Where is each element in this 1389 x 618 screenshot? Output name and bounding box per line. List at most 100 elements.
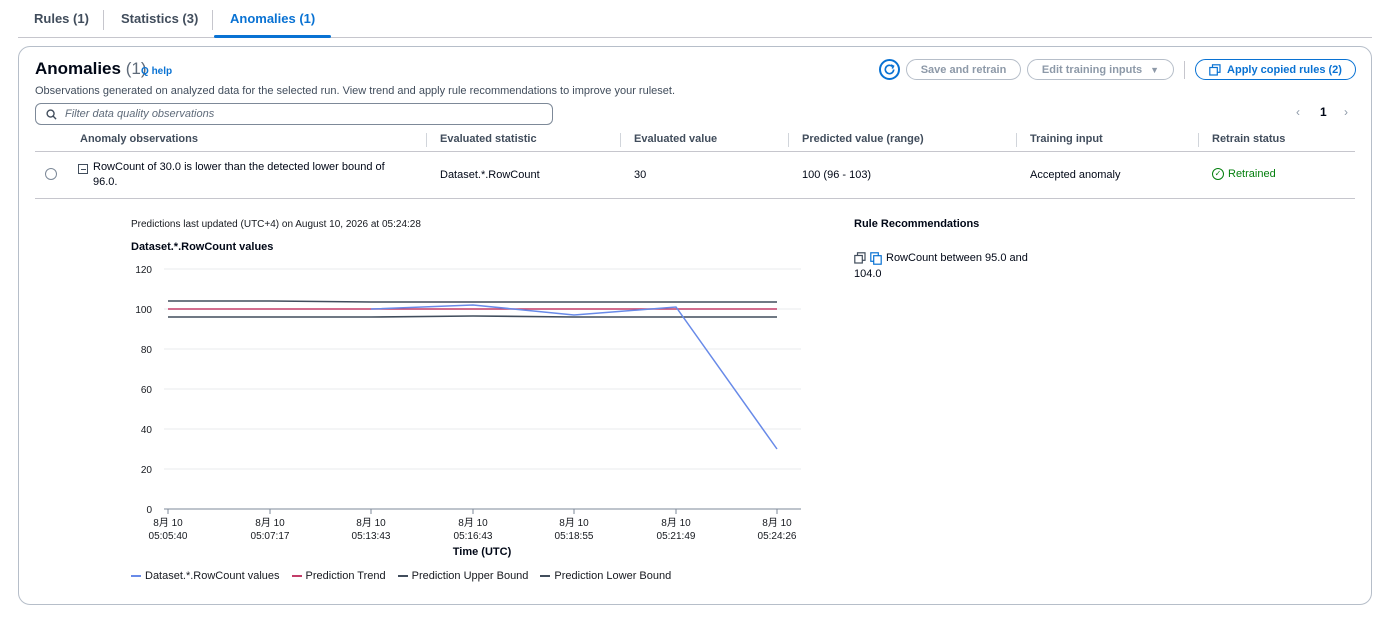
page-number[interactable]: 1 xyxy=(1320,105,1327,119)
legend-item[interactable]: Prediction Lower Bound xyxy=(540,570,671,582)
observation-line: 96.0. xyxy=(93,176,118,188)
edit-training-inputs-dropdown[interactable]: Edit training inputs ▼ xyxy=(1027,59,1174,80)
save-and-retrain-label: Save and retrain xyxy=(920,63,1007,76)
x-tick-label: 8月 10 xyxy=(762,517,792,529)
refresh-button[interactable] xyxy=(879,59,900,80)
chart-legend: Dataset.*.RowCount values Prediction Tren… xyxy=(131,570,671,582)
legend-item[interactable]: Prediction Trend xyxy=(291,570,386,582)
x-tick-label: 05:07:17 xyxy=(251,531,290,542)
column-divider xyxy=(1016,133,1017,147)
legend-label: Prediction Trend xyxy=(305,570,386,582)
tab-bar: Rules (1) Statistics (3) Anomalies (1) xyxy=(18,0,1372,38)
column-divider xyxy=(426,133,427,147)
q-icon: Q xyxy=(141,66,149,77)
y-tick-label: 80 xyxy=(141,345,153,356)
legend-swatch xyxy=(540,575,551,577)
column-header[interactable]: Evaluated statistic xyxy=(440,133,537,145)
edit-training-inputs-label: Edit training inputs xyxy=(1041,63,1143,76)
search-input[interactable] xyxy=(65,108,505,120)
retrain-status: ✓ Retrained xyxy=(1212,168,1276,180)
rule-text: RowCount between 95.0 and 104.0 xyxy=(854,252,1028,280)
rule-recommendation: RowCount between 95.0 and 104.0 xyxy=(854,250,1054,282)
y-tick-label: 100 xyxy=(135,305,152,316)
column-header[interactable]: Training input xyxy=(1030,133,1103,145)
x-tick-label: 05:16:43 xyxy=(454,531,493,542)
rule-recommendations-title: Rule Recommendations xyxy=(854,218,980,230)
y-tick-label: 20 xyxy=(141,465,153,476)
observation-line: RowCount of 30.0 is lower than the detec… xyxy=(93,161,385,173)
tab-statistics[interactable]: Statistics (3) xyxy=(121,11,199,26)
anomaly-observation: RowCount of 30.0 is lower than the detec… xyxy=(93,160,385,190)
x-tick-label: 8月 10 xyxy=(255,517,285,529)
y-tick-label: 60 xyxy=(141,385,153,396)
predicted-value: 100 (96 - 103) xyxy=(802,169,872,181)
copy-icon xyxy=(1209,63,1221,76)
legend-label: Dataset.*.RowCount values xyxy=(145,570,280,582)
info-link[interactable]: Q help xyxy=(141,66,172,77)
retrain-status-label: Retrained xyxy=(1228,168,1276,180)
legend-swatch xyxy=(131,575,141,577)
x-tick-label: 8月 10 xyxy=(559,517,589,529)
column-divider xyxy=(1198,133,1199,147)
prediction-timestamp: Predictions last updated (UTC+4) on Augu… xyxy=(131,219,421,230)
row-select-radio[interactable] xyxy=(45,168,57,180)
x-tick-label: 05:18:55 xyxy=(555,531,594,542)
x-tick-label: 8月 10 xyxy=(458,517,488,529)
legend-swatch xyxy=(397,575,408,577)
column-divider xyxy=(620,133,621,147)
tab-divider xyxy=(103,10,104,30)
x-tick-label: 8月 10 xyxy=(356,517,386,529)
copied-icon[interactable] xyxy=(870,251,882,265)
legend-label: Prediction Upper Bound xyxy=(411,570,529,582)
tab-rules[interactable]: Rules (1) xyxy=(34,11,89,26)
apply-copied-rules-button[interactable]: Apply copied rules (2) xyxy=(1195,59,1356,80)
header-divider xyxy=(35,151,1355,152)
anomalies-panel: Anomalies (1) Q help Observations genera… xyxy=(18,46,1372,605)
title-count: (1) xyxy=(125,59,147,78)
legend-item[interactable]: Dataset.*.RowCount values xyxy=(131,570,280,582)
filter-search[interactable] xyxy=(35,103,553,125)
success-check-icon: ✓ xyxy=(1212,168,1224,180)
x-tick-label: 05:24:26 xyxy=(758,531,797,542)
legend-swatch xyxy=(291,575,302,577)
legend-item[interactable]: Prediction Upper Bound xyxy=(397,570,529,582)
x-tick-label: 05:21:49 xyxy=(657,531,696,542)
tab-anomalies[interactable]: Anomalies (1) xyxy=(214,0,332,38)
save-and-retrain-button[interactable]: Save and retrain xyxy=(906,59,1021,80)
search-icon xyxy=(46,108,57,120)
training-input: Accepted anomaly xyxy=(1030,169,1121,181)
column-header[interactable]: Anomaly observations xyxy=(80,133,198,145)
column-divider xyxy=(788,133,789,147)
legend-label: Prediction Lower Bound xyxy=(554,570,672,582)
page-title: Anomalies (1) xyxy=(35,59,147,79)
prev-page-icon[interactable]: ‹ xyxy=(1296,105,1300,119)
info-link-label: help xyxy=(151,66,173,77)
evaluated-value: 30 xyxy=(634,169,647,181)
next-page-icon[interactable]: › xyxy=(1344,105,1348,119)
column-header[interactable]: Predicted value (range) xyxy=(802,133,924,145)
copy-rule-icon[interactable] xyxy=(854,251,866,264)
line-chart: 0 20 40 60 80 100 120 8月 10 05:05:40 8月 10 05:07:… xyxy=(135,265,801,558)
series-line-0 xyxy=(370,304,778,450)
y-tick-label: 120 xyxy=(135,265,152,276)
series-line-2 xyxy=(168,300,777,303)
y-tick-label: 0 xyxy=(146,505,152,516)
action-divider xyxy=(1184,61,1185,79)
column-header[interactable]: Retrain status xyxy=(1212,133,1286,145)
title-text: Anomalies xyxy=(35,59,121,78)
x-axis-label: Time (UTC) xyxy=(453,546,512,558)
tab-divider xyxy=(212,10,213,30)
caret-down-icon: ▼ xyxy=(1150,64,1160,75)
apply-copied-rules-label: Apply copied rules (2) xyxy=(1227,63,1342,76)
column-header[interactable]: Evaluated value xyxy=(634,133,718,145)
series-line-3 xyxy=(168,315,777,318)
panel-description: Observations generated on analyzed data … xyxy=(35,85,675,97)
x-tick-label: 05:05:40 xyxy=(149,531,188,542)
row-divider xyxy=(35,198,1355,199)
x-tick-label: 05:13:43 xyxy=(352,531,391,542)
y-tick-label: 40 xyxy=(141,425,153,436)
refresh-icon xyxy=(884,64,895,75)
collapse-icon[interactable] xyxy=(78,164,88,174)
evaluated-statistic: Dataset.*.RowCount xyxy=(440,169,540,181)
x-tick-label: 8月 10 xyxy=(661,517,691,529)
